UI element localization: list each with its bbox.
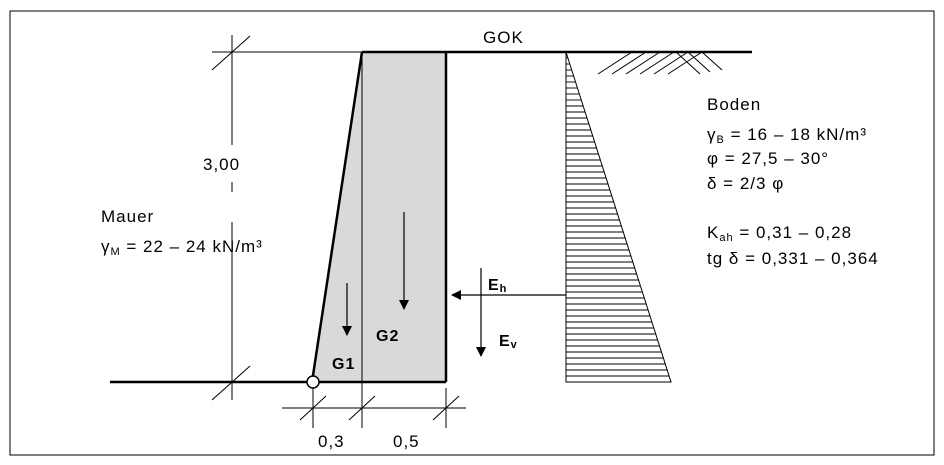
tilting-pivot-point [306,375,320,389]
wall-body [312,52,446,382]
base-dimension-label-front: 0,3 [318,432,345,451]
boden-unit-weight: γB = 16 – 18 kN/m³ [707,125,867,146]
pressure-hatch-lines [566,57,670,377]
mauer-unit-weight: γM = 22 – 24 kN/m³ [101,237,263,258]
boden-title: Boden [707,95,761,114]
height-dimension-label: 3,00 [203,155,240,174]
wall-front-batter [310,51,364,383]
base-dimension-label-back: 0,5 [393,432,420,451]
g1-label: G1 [332,356,355,373]
frame-border [9,10,935,456]
gok-label: GOK [483,28,524,47]
soil-hatching [597,51,723,75]
boden-wall-friction: δ = 2/3 φ [707,174,784,193]
mauer-title: Mauer [101,207,154,226]
eh-label: Eh [488,277,507,295]
earth-pressure-diagram [565,51,672,383]
ev-label: Ev [499,333,518,351]
g2-label: G2 [376,328,399,345]
base-width-dimension [282,382,466,428]
boden-friction-angle: φ = 27,5 – 30° [707,149,829,168]
boden-tg-delta: tg δ = 0,331 – 0,364 [707,249,879,268]
height-dimension [211,35,362,401]
boden-kah: Kah = 0,31 – 0,28 [707,223,852,244]
